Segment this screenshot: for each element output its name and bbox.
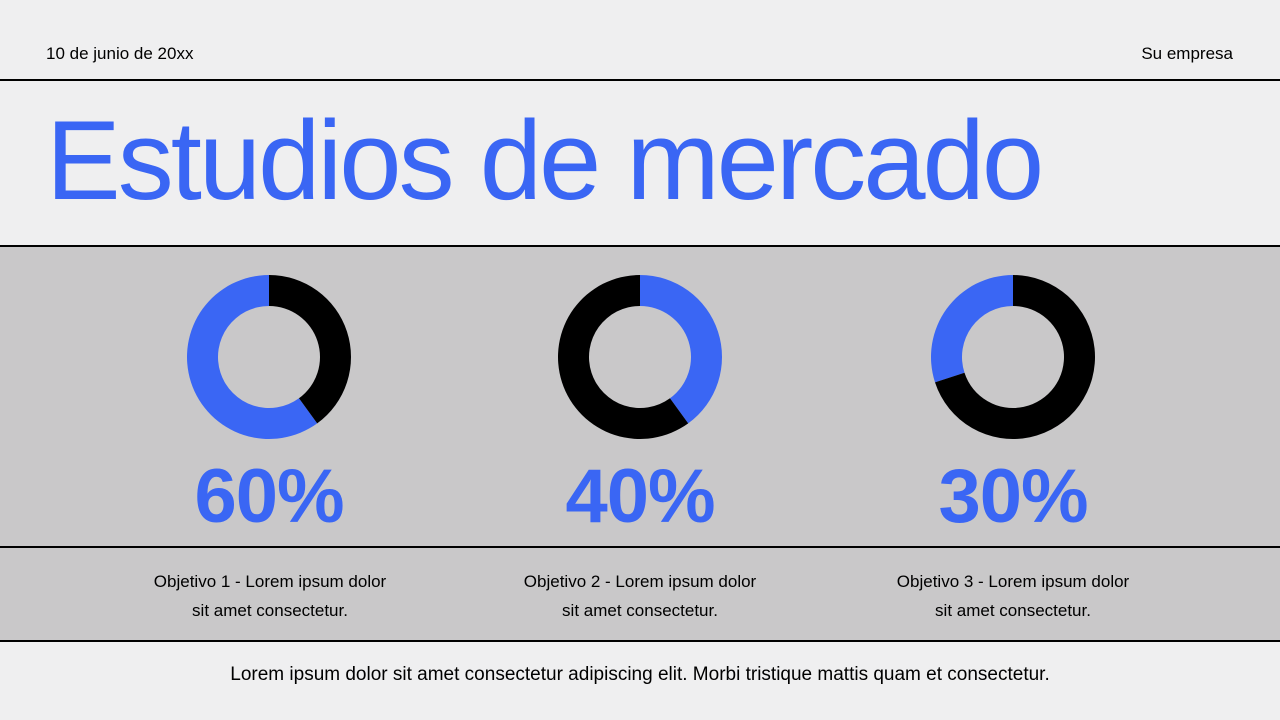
objective-2-line1: Objetivo 2 - Lorem ipsum dolor [523,572,757,591]
slide-title: Estudios de mercado [46,98,1044,223]
donut-segment-blue-3 [931,275,1013,383]
objective-1-line1: Objetivo 1 - Lorem ipsum dolor [153,572,387,591]
chart-3: 30% [883,247,1143,546]
donut-segment-blue-1 [187,275,318,439]
chart-1: 60% [139,247,399,546]
title-band: Estudios de mercado [0,81,1280,247]
percent-label-2: 40% [565,454,715,539]
donut-segment-dark-2 [558,275,689,439]
donut-segment-dark-1 [269,275,351,424]
objective-3-line1: Objetivo 3 - Lorem ipsum dolor [896,572,1130,591]
footer-text: Lorem ipsum dolor sit amet consectetur a… [230,664,1050,685]
chart-2: 40% [510,247,770,546]
objective-2: Objetivo 2 - Lorem ipsum dolor sit amet … [490,567,790,625]
date-label: 10 de junio de 20xx [46,44,194,63]
objective-1-line2: sit amet consectetur. [192,601,348,620]
donut-segment-dark-3 [935,275,1095,439]
objective-2-line2: sit amet consectetur. [562,601,718,620]
objective-3: Objetivo 3 - Lorem ipsum dolor sit amet … [863,567,1163,625]
donut-chart-3 [931,275,1095,439]
percent-label-1: 60% [194,454,344,539]
donut-chart-1 [187,275,351,439]
percent-label-3: 30% [938,454,1088,539]
objectives-band: Objetivo 1 - Lorem ipsum dolor sit amet … [0,548,1280,642]
company-label: Su empresa [1141,44,1233,63]
objective-1: Objetivo 1 - Lorem ipsum dolor sit amet … [120,567,420,625]
charts-band: 60% 40% 30% [0,247,1280,548]
objective-3-line2: sit amet consectetur. [935,601,1091,620]
donut-chart-2 [558,275,722,439]
slide-header: 10 de junio de 20xx Su empresa [0,0,1280,81]
donut-segment-blue-2 [640,275,722,424]
